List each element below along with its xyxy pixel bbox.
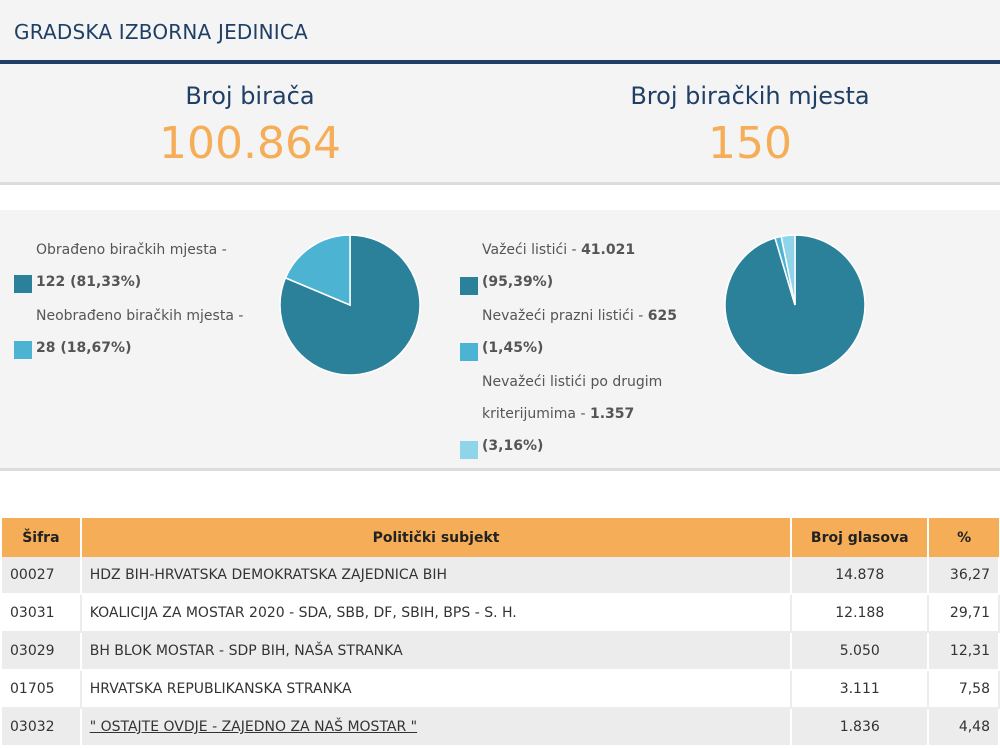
legend-label-processed: Obrađeno biračkih mjesta -	[36, 242, 227, 258]
row-subject: HRVATSKA REPUBLIKANSKA STRANKA	[80, 670, 793, 709]
ballots-legend: Važeći listići - 41.021 (95,39%) Nevažeć…	[460, 234, 710, 462]
table-row: 03031 KOALICIJA ZA MOSTAR 2020 - SDA, SB…	[2, 594, 1000, 633]
row-votes: 3.111	[791, 670, 930, 709]
table-header-row: Šifra Politički subjekt Broj glasova %	[2, 518, 999, 557]
charts-panel: Obrađeno biračkih mjesta - 122 (81,33%) …	[0, 210, 1000, 471]
results-table-body: 00027 HDZ BIH-HRVATSKA DEMOKRATSKA ZAJED…	[2, 557, 1000, 747]
legend-swatch-unprocessed	[14, 341, 32, 359]
row-code: 03029	[2, 632, 82, 671]
polling-stations-pie-slice-2[interactable]	[284, 234, 351, 307]
legend-swatch-processed	[14, 275, 32, 293]
legend-pct-valid: (95,39%)	[482, 274, 554, 290]
stations-label: Broj biračkih mjesta	[630, 82, 870, 110]
legend-label-unprocessed: Neobrađeno biračkih mjesta -	[36, 308, 244, 324]
header: GRADSKA IZBORNA JEDINICA	[0, 0, 1000, 64]
col-code-header[interactable]: Šifra	[2, 518, 82, 557]
row-pct: 4,48	[928, 708, 1000, 747]
legend-pct-other-invalid: (3,16%)	[482, 438, 544, 454]
row-code: 00027	[2, 557, 82, 595]
polling-stations-pie-chart	[279, 234, 421, 376]
results-table: Šifra Politički subjekt Broj glasova % 0…	[2, 518, 1000, 747]
legend-swatch-other-invalid	[460, 441, 478, 459]
legend-item-valid: Važeći listići - 41.021 (95,39%)	[460, 234, 710, 298]
row-pct: 36,27	[928, 557, 1000, 595]
row-votes: 12.188	[791, 594, 930, 633]
row-code: 03031	[2, 594, 82, 633]
row-votes: 1.836	[791, 708, 930, 747]
legend-value-processed: 122 (81,33%)	[36, 274, 142, 290]
row-votes: 5.050	[791, 632, 930, 671]
legend-value-valid: 41.021	[581, 242, 636, 258]
row-code: 01705	[2, 670, 82, 709]
row-pct: 29,71	[928, 594, 1000, 633]
legend-label-other-invalid-2: kriterijumima -	[482, 406, 590, 422]
row-votes: 14.878	[791, 557, 930, 595]
voters-label: Broj birača	[185, 82, 315, 110]
ballots-pie-chart	[724, 234, 866, 376]
legend-item-processed: Obrađeno biračkih mjesta - 122 (81,33%)	[14, 234, 264, 298]
col-pct-header[interactable]: %	[928, 518, 999, 557]
table-row: 03032 " OSTAJTE OVDJE - ZAJEDNO ZA NAŠ M…	[2, 708, 1000, 747]
party-link[interactable]: " OSTAJTE OVDJE - ZAJEDNO ZA NAŠ MOSTAR …	[89, 719, 418, 735]
legend-value-blank: 625	[647, 308, 677, 324]
col-subject-header[interactable]: Politički subjekt	[80, 518, 793, 557]
legend-item-other-invalid: Nevažeći listići po drugim kriterijumima…	[460, 366, 710, 462]
legend-label-other-invalid-1: Nevažeći listići po drugim	[482, 374, 663, 390]
legend-swatch-blank	[460, 343, 478, 361]
row-pct: 12,31	[928, 632, 1000, 671]
legend-value-other-invalid: 1.357	[589, 406, 635, 422]
legend-label-blank: Nevažeći prazni listići -	[482, 308, 648, 324]
legend-pct-blank: (1,45%)	[482, 340, 544, 356]
row-pct: 7,58	[928, 670, 1000, 709]
table-row: 01705 HRVATSKA REPUBLIKANSKA STRANKA 3.1…	[2, 670, 1000, 709]
col-votes-header[interactable]: Broj glasova	[791, 518, 930, 557]
voters-value: 100.864	[159, 118, 341, 169]
table-row: 00027 HDZ BIH-HRVATSKA DEMOKRATSKA ZAJED…	[2, 557, 1000, 595]
stations-value: 150	[708, 118, 792, 169]
header-divider	[0, 60, 1000, 64]
legend-value-unprocessed: 28 (18,67%)	[36, 340, 132, 356]
ballots-pie-slice-3[interactable]	[780, 234, 796, 306]
voters-stat: Broj birača 100.864	[0, 64, 500, 169]
legend-item-blank: Nevažeći prazni listići - 625 (1,45%)	[460, 300, 710, 364]
legend-label-valid: Važeći listići -	[482, 242, 582, 258]
stats-panel: Broj birača 100.864 Broj biračkih mjesta…	[0, 64, 1000, 185]
row-subject: KOALICIJA ZA MOSTAR 2020 - SDA, SBB, DF,…	[80, 594, 793, 633]
polling-stations-legend: Obrađeno biračkih mjesta - 122 (81,33%) …	[14, 234, 264, 364]
table-row: 03029 BH BLOK MOSTAR - SDP BIH, NAŠA STR…	[2, 632, 1000, 671]
legend-swatch-valid	[460, 277, 478, 295]
page-title: GRADSKA IZBORNA JEDINICA	[14, 20, 308, 44]
stations-stat: Broj biračkih mjesta 150	[500, 64, 1000, 169]
row-code: 03032	[2, 708, 82, 747]
row-subject: HDZ BIH-HRVATSKA DEMOKRATSKA ZAJEDNICA B…	[80, 557, 793, 595]
legend-item-unprocessed: Neobrađeno biračkih mjesta - 28 (18,67%)	[14, 300, 264, 364]
row-subject: " OSTAJTE OVDJE - ZAJEDNO ZA NAŠ MOSTAR …	[80, 708, 793, 747]
row-subject: BH BLOK MOSTAR - SDP BIH, NAŠA STRANKA	[80, 632, 793, 671]
